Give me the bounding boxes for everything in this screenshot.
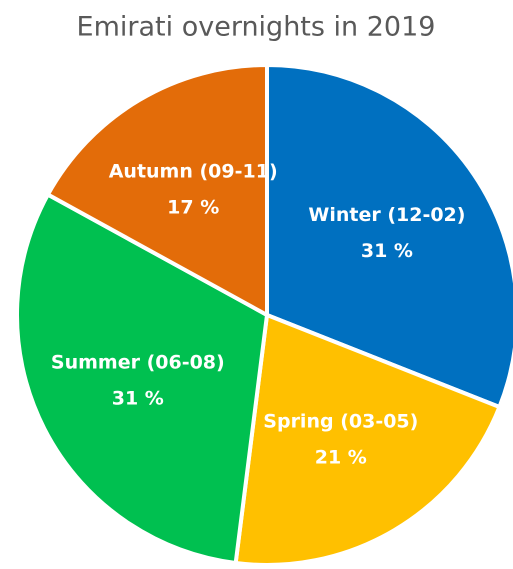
chart-title: Emirati overnights in 2019 [77,12,436,43]
pie-slice [265,63,513,410]
slice-label: Summer (06-08) [51,351,225,373]
pie-slice [15,192,269,566]
pie-slice [45,63,269,317]
slice-label: Spring (03-05) [263,410,418,432]
slice-value: 31 % [112,387,164,409]
slice-label: Autumn (09-11) [109,161,278,183]
slice-value: 21 % [315,446,367,468]
slice-value: 31 % [361,240,413,262]
slice-value: 17 % [167,197,219,219]
slice-label: Winter (12-02) [308,204,465,226]
pie-slice [233,313,502,567]
